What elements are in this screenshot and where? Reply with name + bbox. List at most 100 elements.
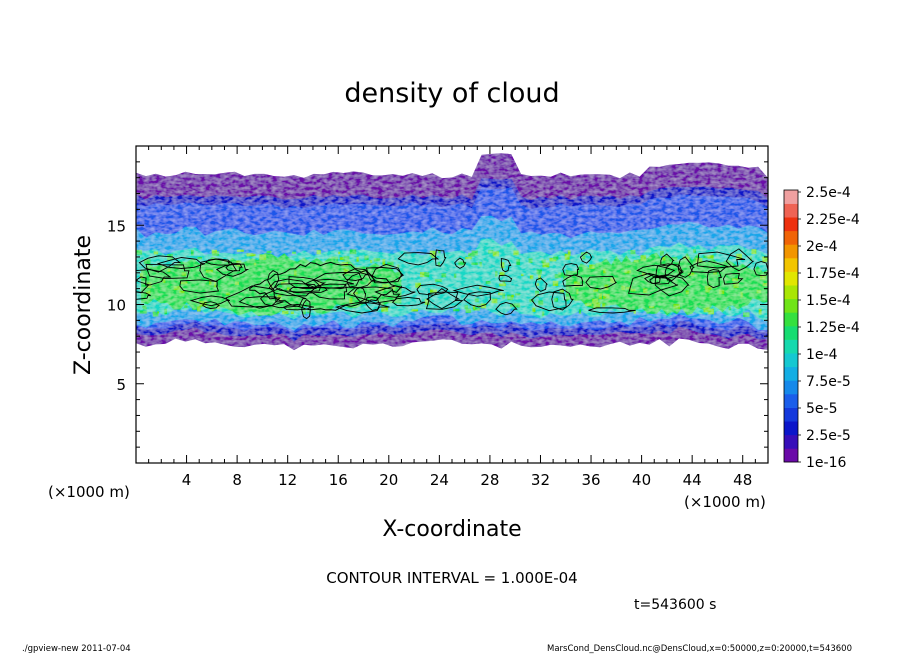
density-cell	[633, 310, 636, 314]
x-tick-label: 32	[531, 471, 550, 489]
density-cell	[167, 266, 172, 269]
density-cell	[762, 256, 768, 263]
colorbar-swatch	[784, 298, 798, 313]
contour-line	[495, 302, 518, 316]
density-cell	[179, 290, 185, 294]
density-cell	[307, 310, 311, 313]
contour-line	[677, 256, 695, 278]
density-cell	[731, 278, 739, 281]
density-cell	[318, 281, 322, 285]
contour-line	[725, 248, 755, 272]
density-cell	[336, 258, 339, 263]
density-cell	[500, 262, 505, 269]
colorbar-swatch	[784, 394, 798, 408]
density-cell	[634, 275, 642, 280]
density-cell	[624, 270, 632, 274]
density-cell	[143, 259, 151, 264]
density-cell	[234, 281, 239, 285]
contour-line	[205, 258, 232, 266]
colorbar	[783, 189, 799, 463]
colorbar-label: 2.5e-5	[806, 428, 851, 444]
density-cell	[282, 310, 289, 315]
density-cell	[552, 280, 559, 286]
colorbar-swatch	[784, 285, 798, 300]
density-cell	[145, 290, 151, 295]
density-cell	[670, 257, 678, 262]
density-cell	[703, 306, 710, 313]
colorbar-labels: 1e-16 2.5e-5 5e-5 7.5e-5 1e-4 1.25e-4 1.5e-4 1.…	[798, 185, 860, 471]
density-cell	[541, 259, 546, 263]
contour-line	[138, 255, 182, 273]
colorbar-label: 2.5e-4	[806, 185, 851, 201]
density-cell	[751, 249, 757, 254]
time-label: t=543600 s	[634, 597, 716, 613]
density-cell	[554, 297, 558, 302]
density-cell	[513, 250, 519, 256]
contour-line	[136, 276, 150, 294]
density-cell	[341, 262, 349, 266]
density-cell	[491, 298, 498, 304]
density-cell	[593, 288, 599, 292]
contour-line	[312, 272, 363, 289]
density-cell	[209, 279, 212, 286]
colorbar-swatch	[784, 244, 798, 259]
colorbar-swatch	[784, 190, 798, 204]
y-tick-label: 15	[107, 217, 126, 235]
density-cell	[705, 285, 712, 290]
contour-line	[334, 301, 390, 314]
density-cell	[471, 250, 478, 256]
contour-line	[288, 286, 329, 294]
density-cell	[728, 306, 731, 311]
density-cell	[164, 308, 167, 314]
colorbar-swatch	[784, 230, 798, 245]
contour-line	[199, 258, 238, 282]
y-tick-label: 10	[107, 297, 126, 315]
density-cell	[331, 256, 338, 260]
colorbar-swatch	[784, 271, 798, 286]
density-cell	[360, 294, 365, 301]
density-cell	[528, 258, 533, 263]
colorbar-swatch	[784, 353, 798, 368]
density-cell	[316, 301, 322, 305]
density-cell	[651, 300, 656, 304]
contour-line	[579, 251, 593, 264]
contour-line	[215, 263, 250, 277]
x-tick-label: 28	[480, 471, 499, 489]
contour-line	[689, 260, 729, 273]
density-cell	[299, 298, 302, 302]
contour-interval-note: CONTOUR INTERVAL = 1.000E-04	[326, 569, 577, 587]
density-cell	[521, 273, 524, 276]
density-cell	[567, 250, 571, 257]
contour-line	[353, 287, 367, 303]
density-cell	[598, 293, 602, 299]
contour-line	[425, 291, 464, 310]
density-cell	[261, 262, 266, 268]
density-cell	[441, 273, 447, 278]
density-cell	[453, 308, 460, 312]
density-cell	[610, 277, 616, 283]
density-cell	[695, 257, 703, 263]
density-cell	[167, 254, 173, 261]
density-cell	[485, 281, 491, 284]
density-cell	[214, 281, 216, 288]
density-cell	[536, 269, 542, 275]
density-cell	[538, 300, 544, 306]
density-cell	[153, 251, 159, 255]
density-cell	[740, 291, 743, 298]
density-cell	[372, 268, 375, 274]
colorbar-label: 1e-4	[806, 347, 838, 363]
density-cell	[472, 305, 476, 310]
density-cell	[630, 250, 636, 255]
density-cell	[640, 255, 647, 261]
density-cell	[191, 250, 194, 256]
density-cell	[593, 302, 601, 308]
density-cell	[246, 253, 254, 257]
density-cell	[762, 283, 768, 287]
density-cell	[143, 307, 147, 310]
density-cell	[287, 287, 290, 291]
density-cell	[139, 310, 147, 314]
density-cell	[621, 285, 626, 291]
density-cell	[675, 273, 682, 278]
density-cell	[356, 256, 359, 262]
